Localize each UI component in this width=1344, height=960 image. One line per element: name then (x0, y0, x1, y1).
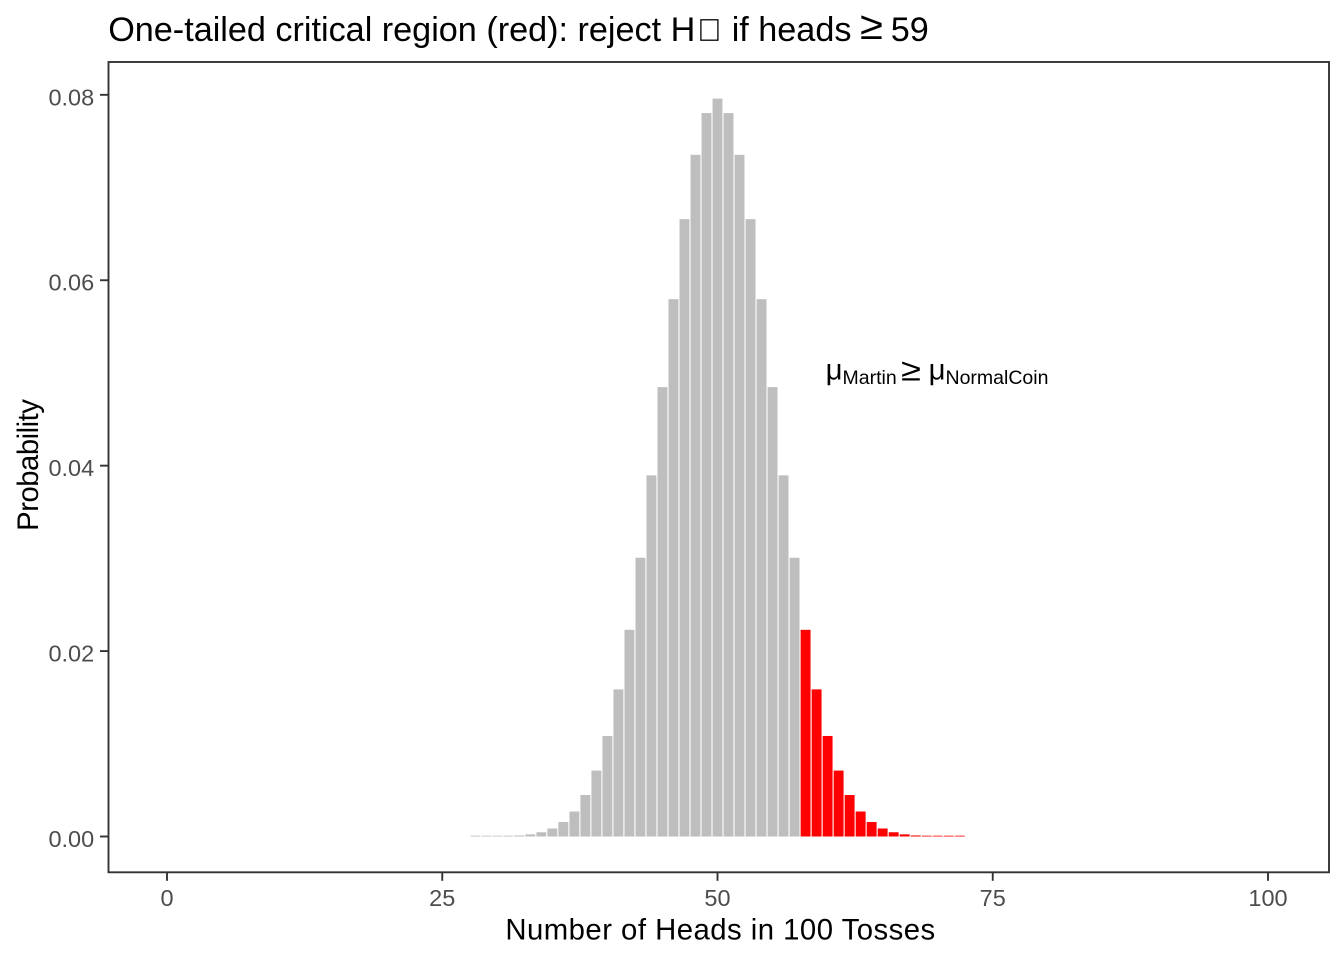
svg-text:59: 59 (891, 11, 929, 49)
svg-text:0.02: 0.02 (48, 641, 94, 667)
svg-text:if heads: if heads (732, 11, 852, 49)
svg-text:One-tailed critical region (re: One-tailed critical region (red): reject… (108, 11, 695, 49)
svg-text:≥: ≥ (860, 3, 883, 48)
svg-text:0: 0 (160, 885, 173, 911)
svg-text:25: 25 (429, 885, 455, 911)
svg-text:0.06: 0.06 (48, 270, 94, 296)
svg-text:Probability: Probability (12, 399, 45, 531)
svg-text:≥: ≥ (901, 353, 921, 388)
svg-text:100: 100 (1248, 885, 1287, 911)
svg-text:0.00: 0.00 (48, 826, 94, 852)
svg-text:Number of Heads in 100 Tosses: Number of Heads in 100 Tosses (505, 914, 935, 947)
svg-text:0.08: 0.08 (48, 84, 94, 110)
svg-text:0.04: 0.04 (48, 455, 94, 481)
svg-text:75: 75 (980, 885, 1006, 911)
svg-text:50: 50 (704, 885, 730, 911)
